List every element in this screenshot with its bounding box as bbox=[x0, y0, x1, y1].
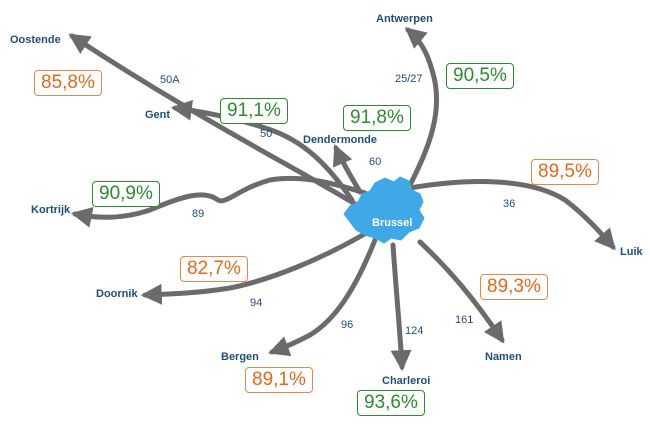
city-label-bergen: Bergen bbox=[221, 351, 259, 363]
line-charleroi bbox=[390, 242, 412, 372]
route-label-60: 60 bbox=[369, 156, 382, 168]
route-label-161: 161 bbox=[455, 314, 474, 326]
line-antwerpen bbox=[404, 27, 440, 188]
punctuality-badge-doornik: 82,7% bbox=[180, 256, 248, 282]
city-label-dendermonde: Dendermonde bbox=[303, 134, 377, 146]
punctuality-badge-luik: 89,5% bbox=[531, 159, 599, 185]
route-label-124: 124 bbox=[405, 325, 424, 337]
line-luik bbox=[407, 179, 616, 251]
city-label-charleroi: Charleroi bbox=[382, 375, 431, 387]
route-label-25-27: 25/27 bbox=[395, 73, 423, 85]
punctuality-badge-antwerpen: 90,5% bbox=[446, 63, 514, 89]
line-doornik bbox=[140, 229, 371, 305]
center-label-brussel: Brussel bbox=[372, 217, 413, 229]
city-label-antwerpen: Antwerpen bbox=[376, 13, 433, 25]
route-label-36: 36 bbox=[503, 198, 516, 210]
line-kortrijk bbox=[70, 175, 368, 228]
city-label-oostende: Oostende bbox=[10, 34, 61, 46]
line-gent bbox=[170, 99, 355, 203]
route-label-96: 96 bbox=[341, 319, 354, 331]
city-label-luik: Luik bbox=[620, 246, 643, 258]
punctuality-badge-kortrijk: 90,9% bbox=[92, 181, 160, 207]
route-label-50: 50 bbox=[260, 128, 273, 140]
city-label-gent: Gent bbox=[145, 109, 171, 121]
line-bergen bbox=[268, 237, 378, 357]
punctuality-badge-dendermonde: 91,8% bbox=[343, 105, 411, 131]
punctuality-badge-oostende: 85,8% bbox=[34, 70, 102, 96]
punctuality-badge-gent: 91,1% bbox=[220, 98, 288, 124]
route-label-94: 94 bbox=[250, 297, 263, 309]
line-oostende bbox=[68, 33, 363, 210]
city-label-doornik: Doornik bbox=[96, 288, 138, 300]
brussel-region-shape bbox=[343, 176, 425, 244]
punctuality-badge-bergen: 89,1% bbox=[245, 367, 313, 393]
punctuality-badge-charleroi: 93,6% bbox=[357, 390, 425, 416]
city-label-namen: Namen bbox=[485, 351, 522, 363]
city-label-kortrijk: Kortrijk bbox=[31, 204, 71, 216]
route-label-89: 89 bbox=[192, 208, 205, 220]
line-namen bbox=[417, 239, 505, 344]
punctuality-badge-namen: 89,3% bbox=[480, 274, 548, 300]
route-label-50a: 50A bbox=[160, 74, 180, 86]
